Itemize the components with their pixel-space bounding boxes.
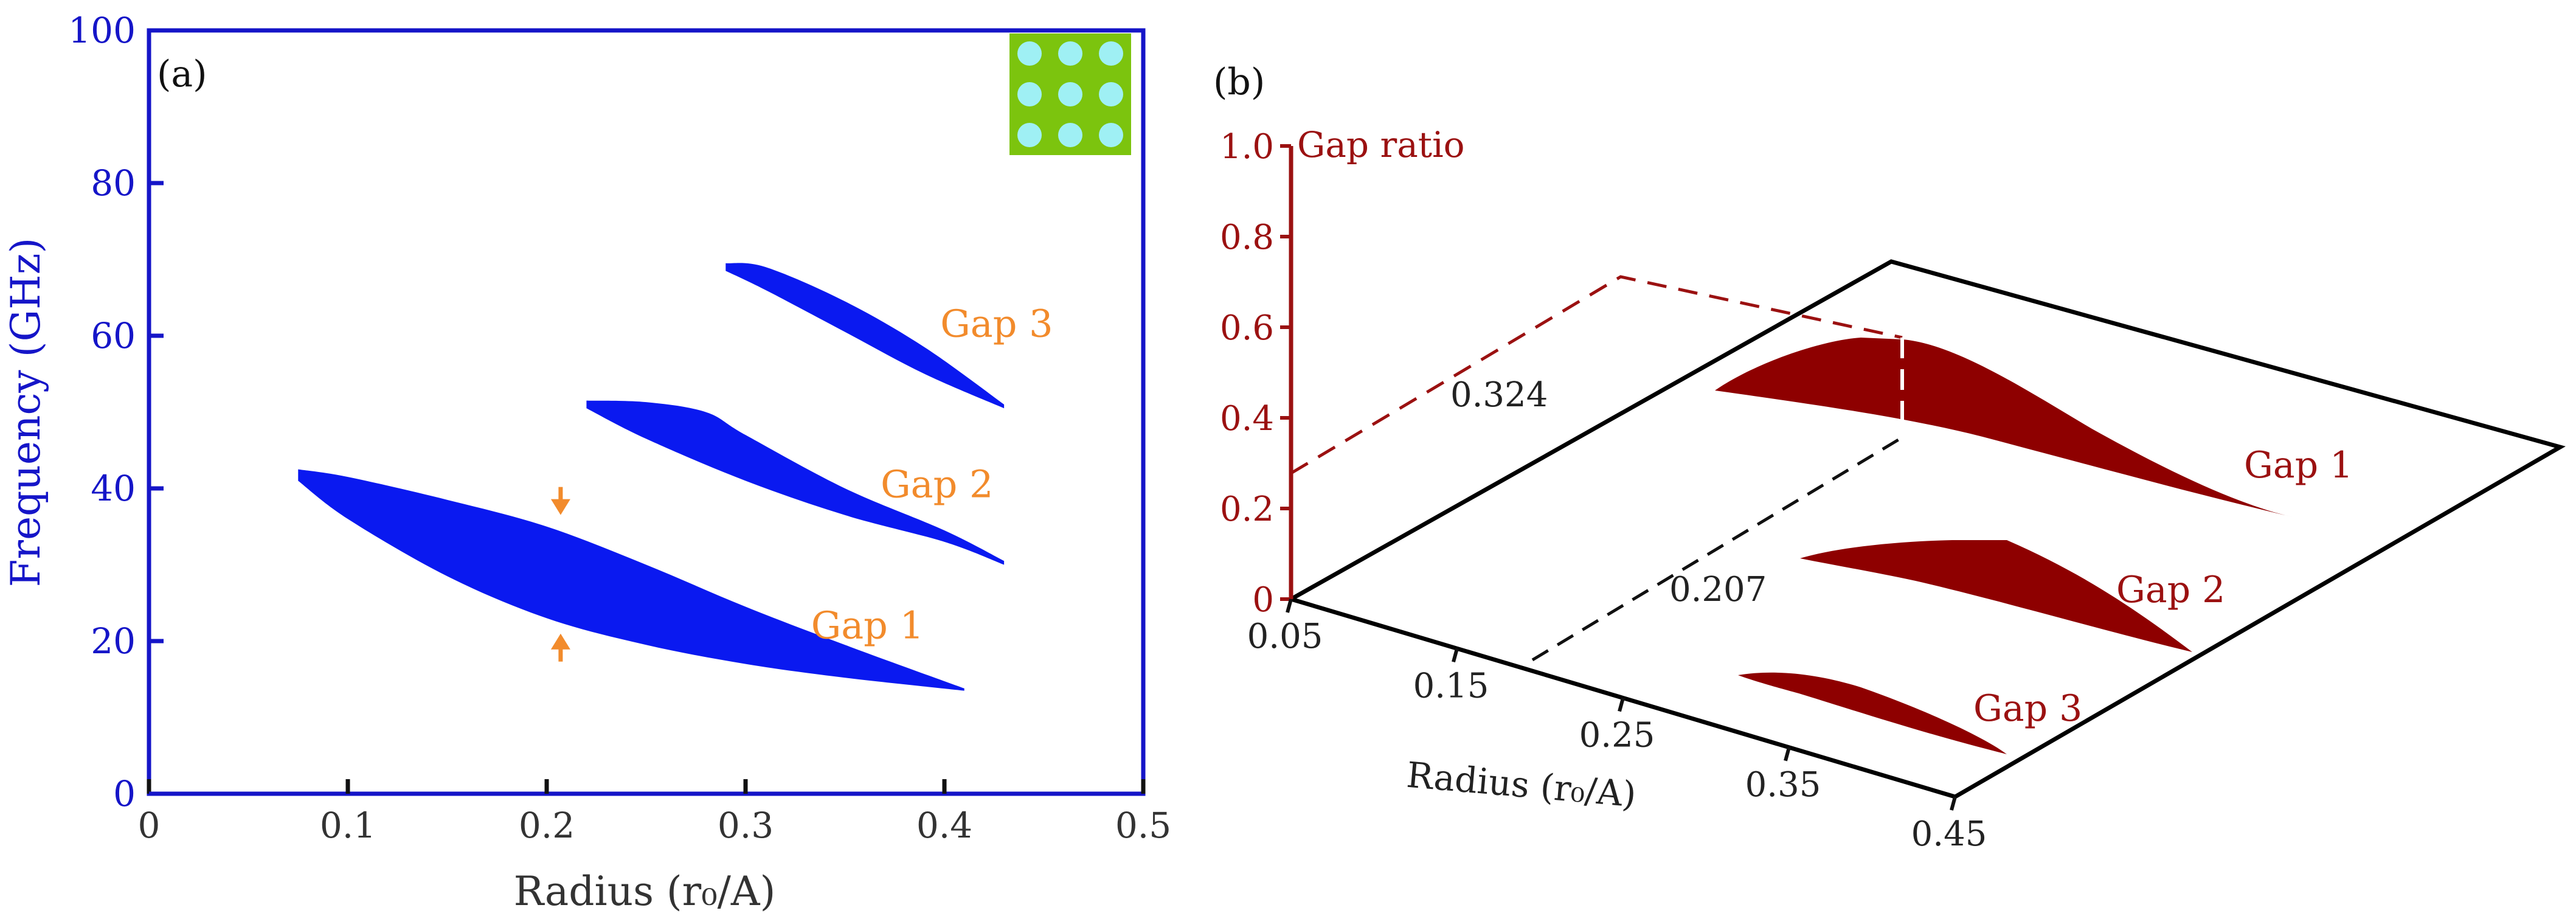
x-axis-title-b: Radius (r₀/A) xyxy=(1405,754,1638,816)
z-axis-title-b: Gap ratio xyxy=(1297,124,1465,165)
panel-label-b: (b) xyxy=(1213,61,1265,103)
y-tick-label-a: 0 xyxy=(113,773,136,814)
panel-label-a: (a) xyxy=(157,53,207,95)
x-tick-label-a: 0.3 xyxy=(718,805,774,846)
gap-region-b-gap-1 xyxy=(1715,338,2293,517)
x-tick-label-b: 0.35 xyxy=(1745,765,1821,805)
gap-region-a-gap-1 xyxy=(298,469,964,691)
gap-label-a-gap-1: Gap 1 xyxy=(811,603,924,647)
panel-a: (a) Gap 1 Gap 2 Gap 3 0 0.1 0.2 0.3 0.4 0.5 0 20 4… xyxy=(2,10,1171,915)
gap-region-b-gap-2 xyxy=(1800,540,2192,652)
x-tick-label-a: 0 xyxy=(138,805,161,846)
z-tick-label-b: 0.6 xyxy=(1220,308,1274,348)
x-tick-label-a: 0.2 xyxy=(519,805,575,846)
annotation-peak-radius: 0.207 xyxy=(1669,570,1767,609)
gap-label-a-gap-3: Gap 3 xyxy=(940,302,1053,346)
panel-b: (b) 0 0.2 0.4 0.6 0.8 1.0 0.05 0.15 0.25 0.35 0.4… xyxy=(1213,61,2566,854)
gap-label-b-gap-1: Gap 1 xyxy=(2244,444,2353,487)
z-tick-label-b: 0.8 xyxy=(1220,218,1274,257)
x-tick-label-a: 0.1 xyxy=(320,805,376,846)
x-tick-label-b: 0.05 xyxy=(1247,617,1323,656)
x-tick-label-a: 0.5 xyxy=(1115,805,1171,846)
x-tick-mark-b xyxy=(1286,599,1293,613)
peak-projection-dashed-line xyxy=(1290,275,1903,475)
y-tick-label-a: 20 xyxy=(91,620,136,662)
gap-region-a-gap-3 xyxy=(725,263,1005,409)
gap-region-b-gap-3 xyxy=(1738,672,2007,754)
x-tick-mark-b xyxy=(1784,746,1791,762)
x-tick-mark-b xyxy=(1452,648,1459,663)
gap-label-b-gap-2: Gap 2 xyxy=(2116,569,2225,611)
plot-frame-a xyxy=(147,28,1146,796)
gap-label-a-gap-2: Gap 2 xyxy=(881,462,993,506)
lattice-inset-image xyxy=(1009,33,1131,155)
y-tick-label-a: 100 xyxy=(68,10,136,51)
x-axis-title-a: Radius (r₀/A) xyxy=(514,868,776,915)
z-tick-label-b: 1.0 xyxy=(1220,127,1274,167)
z-tick-label-b: 0 xyxy=(1252,580,1274,620)
gap-region-a-gap-2 xyxy=(586,400,1005,565)
x-tick-mark-b xyxy=(1618,697,1625,712)
z-tick-label-b: 0.2 xyxy=(1220,490,1274,529)
radius-projection-dashed-line xyxy=(1531,435,1905,662)
x-tick-mark-b xyxy=(1950,796,1957,811)
y-tick-label-a: 80 xyxy=(91,162,136,204)
gap-label-b-gap-3: Gap 3 xyxy=(1973,687,2082,730)
y-axis-title-a: Frequency (GHz) xyxy=(2,238,49,588)
x-tick-label-a: 0.4 xyxy=(916,805,972,846)
z-tick-label-b: 0.4 xyxy=(1220,399,1274,439)
floor-plane-frame xyxy=(1286,259,2566,799)
arrow-down-head xyxy=(550,499,570,515)
annotation-peak-ratio: 0.324 xyxy=(1450,375,1548,415)
x-tick-label-b: 0.25 xyxy=(1579,716,1655,755)
x-tick-label-b: 0.45 xyxy=(1911,814,1987,854)
y-tick-label-a: 60 xyxy=(91,315,136,356)
x-tick-label-b: 0.15 xyxy=(1413,666,1489,706)
y-tick-label-a: 40 xyxy=(91,468,136,509)
arrow-up-head xyxy=(550,633,570,650)
